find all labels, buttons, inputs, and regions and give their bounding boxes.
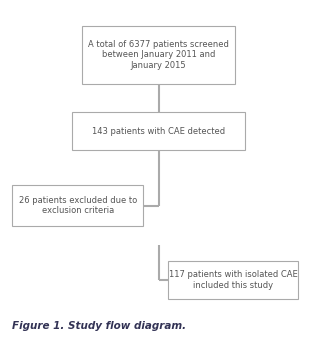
FancyBboxPatch shape — [168, 261, 299, 299]
Text: Figure 1. Study flow diagram.: Figure 1. Study flow diagram. — [12, 322, 186, 332]
Text: 117 patients with isolated CAE
included this study: 117 patients with isolated CAE included … — [169, 270, 297, 290]
FancyBboxPatch shape — [12, 185, 143, 226]
Text: 26 patients excluded due to
exclusion criteria: 26 patients excluded due to exclusion cr… — [19, 196, 137, 215]
Text: 143 patients with CAE detected: 143 patients with CAE detected — [92, 127, 225, 136]
Text: A total of 6377 patients screened
between January 2011 and
January 2015: A total of 6377 patients screened betwee… — [88, 40, 229, 70]
FancyBboxPatch shape — [72, 112, 245, 150]
FancyBboxPatch shape — [82, 26, 235, 84]
